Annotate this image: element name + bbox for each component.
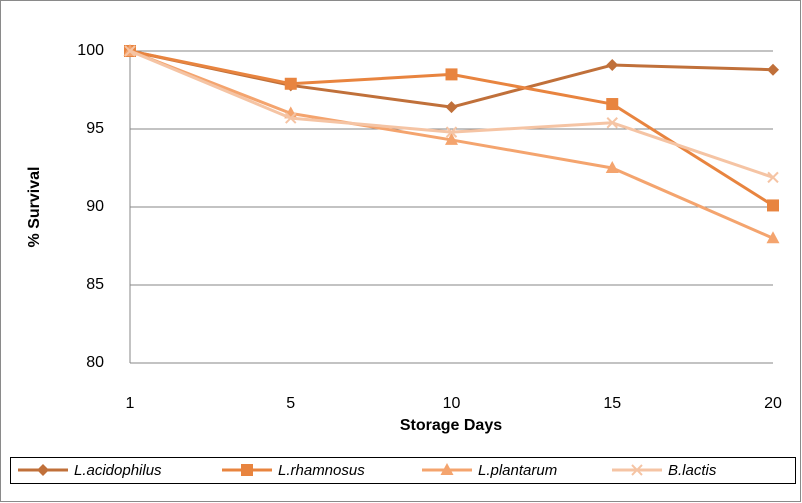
legend-marker: [631, 464, 643, 476]
x-tick-label: 10: [443, 395, 461, 412]
legend-label: L.acidophilus: [74, 462, 162, 479]
legend-label: L.plantarum: [478, 462, 557, 479]
data-point: [606, 117, 618, 129]
data-point: [124, 45, 136, 57]
data-point: [285, 112, 297, 124]
y-tick-label: 100: [77, 42, 104, 59]
x-axis-title: Storage Days: [400, 417, 502, 434]
legend-marker: [440, 463, 454, 475]
data-point: [767, 63, 779, 76]
legend-label: L.rhamnosus: [278, 462, 365, 479]
x-tick-label: 1: [126, 395, 135, 412]
data-point: [445, 126, 458, 138]
data-point: [766, 231, 780, 244]
data-point: [445, 101, 458, 114]
y-tick-label: 95: [86, 120, 104, 137]
y-tick-label: 85: [86, 276, 104, 293]
data-point: [445, 132, 458, 145]
x-tick-label: 20: [764, 395, 782, 412]
y-tick-label: 80: [86, 354, 104, 371]
data-point: [284, 77, 297, 90]
x-tick-label: 5: [286, 395, 295, 412]
legend-label: B.lactis: [668, 462, 717, 479]
data-point: [606, 59, 619, 72]
data-point: [605, 161, 619, 173]
legend-marker: [241, 464, 253, 476]
y-axis-title: % Survival: [26, 167, 43, 248]
y-tick-label: 90: [86, 198, 104, 215]
x-tick-label: 15: [603, 395, 621, 412]
legend-marker: [37, 464, 49, 476]
data-point: [606, 98, 619, 111]
data-point: [767, 171, 779, 184]
data-point: [445, 68, 458, 81]
legend-box: [10, 457, 796, 484]
data-point: [767, 199, 779, 212]
